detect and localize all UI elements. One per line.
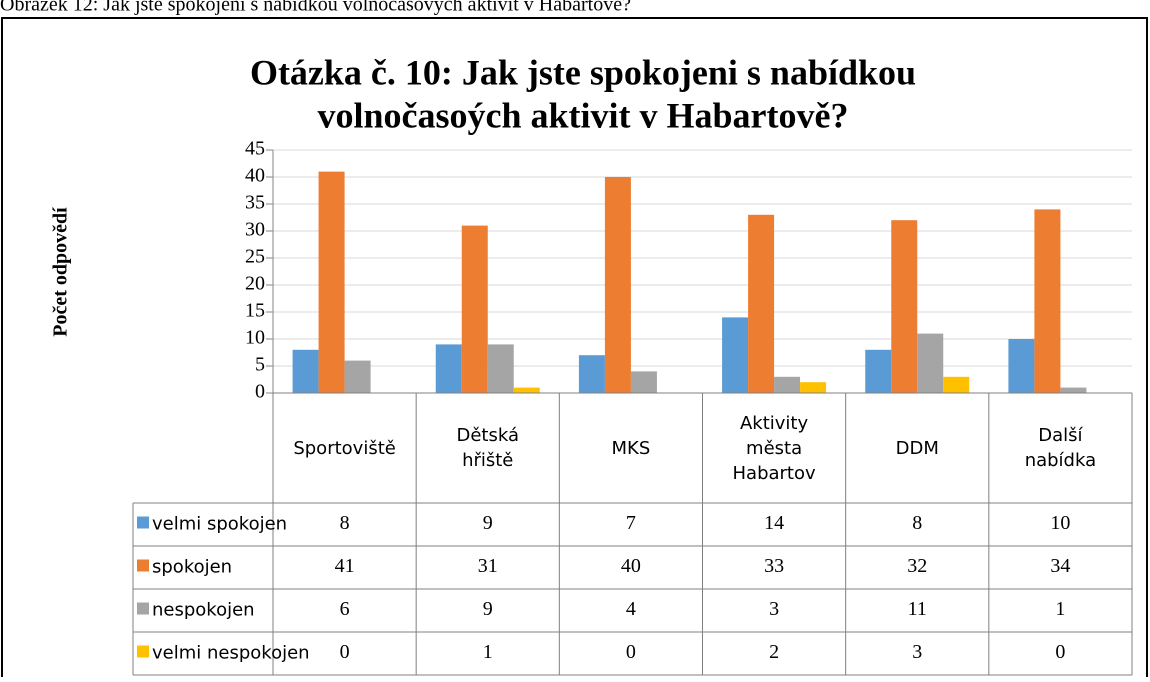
y-tick-label: 40 [245, 165, 265, 187]
x-tick-cell: Aktivity města Habartov [703, 393, 846, 503]
legend-label: velmi spokojen [152, 514, 287, 535]
bar [344, 360, 371, 393]
chart-border [1, 17, 1148, 682]
x-tick-label: Dětská hřiště [456, 425, 519, 471]
table-value: 1 [483, 641, 493, 663]
y-axis-label: Počet odpovědí [50, 207, 72, 337]
bar [513, 387, 540, 393]
y-tick-label: 15 [245, 300, 265, 322]
x-tick-cell: Další nabídka [989, 393, 1132, 503]
table-value: 33 [764, 555, 784, 577]
bar [487, 344, 514, 393]
bar [578, 355, 605, 393]
bar [630, 371, 657, 393]
table-value: 7 [626, 512, 636, 534]
table-value: 10 [1050, 512, 1070, 534]
x-tick-label: MKS [611, 437, 651, 459]
x-tick-cell: MKS [559, 393, 702, 503]
bar [604, 177, 631, 393]
table-value: 1 [1055, 598, 1065, 620]
bar [435, 344, 462, 393]
bar [1060, 387, 1087, 393]
chart-title: volnočasoých aktivit v Habartově? [318, 95, 849, 135]
y-tick-label: 0 [255, 381, 265, 403]
table-value: 3 [912, 641, 922, 663]
table-value: 34 [1050, 555, 1070, 577]
y-tick-label: 10 [245, 327, 265, 349]
x-tick-cell: MKS [559, 393, 702, 503]
legend-swatch [137, 645, 149, 658]
legend-swatch [137, 602, 149, 615]
x-tick-cell: Další nabídka [989, 393, 1132, 503]
chart-title: Otázka č. 10: Jak jste spokojeni s nabíd… [250, 52, 916, 92]
x-tick-cell: Sportoviště [273, 393, 416, 503]
caption: Obrázek 12: Jak jste spokojeni s nabídko… [0, 0, 631, 16]
legend-label: nespokojen [152, 600, 255, 621]
legend-swatch [137, 516, 149, 529]
table-value: 2 [769, 641, 779, 663]
legend-swatch [137, 559, 149, 572]
table-value: 8 [340, 512, 350, 534]
table-value: 31 [478, 555, 498, 577]
bar [722, 317, 749, 393]
x-tick-cell: Dětská hřiště [416, 393, 559, 503]
x-tick-label: DDM [895, 437, 939, 459]
legend-label: velmi nespokojen [152, 643, 310, 664]
y-tick-label: 25 [245, 246, 265, 268]
bar [917, 333, 944, 393]
x-tick-cell: Dětská hřiště [416, 393, 559, 503]
table-value: 11 [908, 598, 927, 620]
x-tick-cell: DDM [846, 393, 989, 503]
table-value: 32 [907, 555, 927, 577]
x-tick-cell: DDM [846, 393, 989, 503]
bar [1034, 209, 1061, 393]
table-value: 0 [1055, 641, 1065, 663]
bar [943, 376, 970, 393]
x-tick-label: Aktivity města Habartov [732, 412, 816, 484]
table-value: 41 [335, 555, 355, 577]
y-tick-label: 35 [245, 192, 265, 214]
bar [1008, 339, 1035, 393]
legend-label: spokojen [152, 557, 232, 578]
y-tick-label: 20 [245, 273, 265, 295]
y-tick-label: 5 [255, 354, 265, 376]
table-value: 8 [912, 512, 922, 534]
table-value: 6 [340, 598, 350, 620]
table-value: 0 [340, 641, 350, 663]
x-tick-label: Další nabídka [1024, 425, 1097, 471]
bar [800, 382, 827, 393]
bar [748, 214, 775, 393]
table-value: 9 [483, 598, 493, 620]
y-tick-label: 30 [245, 219, 265, 241]
table-value: 0 [626, 641, 636, 663]
table-value: 3 [769, 598, 779, 620]
x-tick-cell: Aktivity města Habartov [703, 393, 846, 503]
y-tick-label: 45 [245, 138, 265, 160]
bar [292, 349, 319, 393]
table-value: 4 [626, 598, 636, 620]
bar [318, 171, 345, 393]
bar [891, 220, 918, 393]
table-value: 14 [764, 512, 784, 534]
table-value: 40 [621, 555, 641, 577]
bar [774, 376, 801, 393]
table-value: 9 [483, 512, 493, 534]
bar [461, 225, 488, 393]
bar [865, 349, 892, 393]
x-tick-label: Sportoviště [293, 437, 396, 459]
x-tick-cell: Sportoviště [273, 393, 416, 503]
